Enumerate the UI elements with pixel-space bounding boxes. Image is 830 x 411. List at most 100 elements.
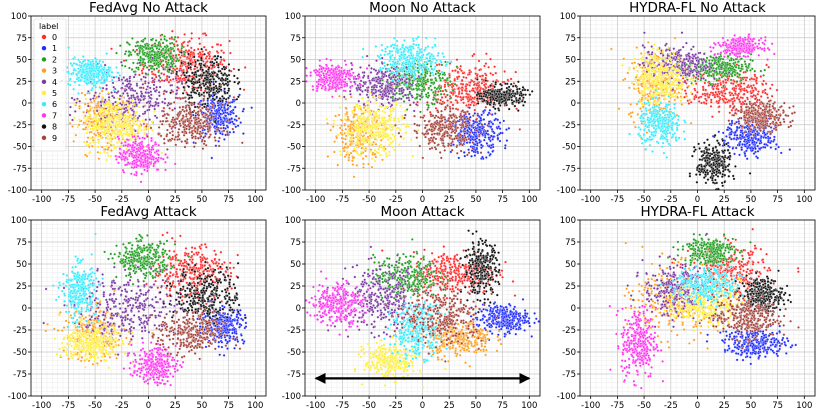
point-9 (181, 105, 185, 109)
point-0 (183, 33, 186, 36)
point-2 (141, 40, 145, 43)
point-5 (346, 151, 350, 155)
point-5 (126, 133, 130, 137)
point-1 (471, 137, 474, 141)
point-7 (142, 149, 146, 152)
point-9 (187, 111, 191, 115)
point-2 (132, 70, 136, 74)
point-8 (218, 82, 221, 86)
point-7 (164, 168, 167, 172)
point-5 (381, 109, 385, 113)
point-2 (418, 79, 422, 83)
point-4 (145, 88, 148, 91)
point-5 (368, 138, 372, 142)
point-3 (326, 155, 330, 158)
point-8 (213, 71, 217, 75)
point-6 (92, 75, 96, 78)
point-4 (394, 97, 397, 101)
point-7 (164, 153, 167, 156)
point-1 (473, 112, 477, 115)
point-0 (472, 103, 476, 107)
point-1 (473, 120, 477, 124)
point-2 (436, 93, 439, 97)
y-tick-label: 100 (11, 12, 27, 22)
point-0 (484, 105, 488, 109)
point-4 (362, 81, 366, 84)
y-tick-label: -75 (13, 164, 27, 174)
point-5 (100, 121, 104, 125)
point-0 (478, 74, 482, 78)
point-5 (113, 135, 116, 139)
point-8 (212, 93, 216, 97)
point-2 (158, 56, 162, 59)
point-4 (99, 100, 103, 104)
point-8 (193, 64, 197, 68)
point-9 (184, 115, 188, 118)
point-4 (111, 81, 115, 85)
point-8 (224, 97, 228, 101)
point-6 (97, 61, 101, 65)
point-4 (155, 97, 159, 101)
point-7 (137, 156, 140, 159)
point-4 (175, 89, 179, 92)
point-4 (375, 59, 378, 63)
point-4 (366, 74, 370, 78)
point-5 (138, 125, 141, 129)
point-0 (460, 89, 464, 92)
point-3 (351, 139, 355, 143)
point-6 (81, 55, 85, 58)
point-2 (173, 44, 176, 48)
point-5 (106, 154, 110, 158)
point-3 (360, 146, 364, 150)
point-7 (132, 148, 136, 152)
point-8 (215, 86, 218, 90)
point-0 (552, 101, 554, 103)
point-6 (80, 75, 84, 79)
point-8 (192, 86, 196, 90)
point-5 (351, 111, 354, 115)
point-6 (78, 60, 82, 64)
point-2 (155, 53, 159, 57)
point-9 (210, 105, 214, 109)
point-5 (143, 128, 147, 131)
point-1 (214, 112, 218, 115)
point-4 (135, 92, 139, 95)
point-4 (138, 61, 141, 65)
point-1 (221, 121, 225, 125)
point-1 (468, 106, 471, 110)
point-0 (460, 78, 464, 82)
point-0 (167, 80, 171, 84)
point-2 (145, 66, 149, 69)
point-5 (141, 119, 145, 122)
point-5 (355, 145, 359, 149)
point-8 (212, 62, 216, 65)
point-4 (149, 103, 152, 107)
point-8 (182, 71, 186, 75)
point-8 (183, 73, 186, 77)
point-7 (118, 147, 122, 150)
point-4 (384, 70, 387, 74)
point-1 (485, 142, 489, 145)
point-0 (483, 64, 486, 68)
point-2 (142, 57, 146, 61)
point-9 (180, 140, 184, 143)
point-1 (470, 154, 473, 158)
point-8 (186, 79, 190, 82)
point-5 (115, 115, 119, 118)
point-9 (170, 137, 174, 141)
point-5 (374, 131, 378, 134)
point-9 (173, 118, 177, 122)
point-6 (78, 83, 81, 87)
point-9 (176, 135, 180, 138)
point-5 (411, 154, 415, 158)
point-2 (441, 73, 445, 76)
point-1 (217, 139, 220, 143)
point-8 (227, 73, 231, 77)
point-5 (86, 111, 90, 115)
point-5 (379, 130, 382, 134)
point-4 (167, 75, 171, 79)
point-4 (387, 74, 391, 77)
point-3 (360, 112, 364, 116)
point-6 (108, 74, 111, 78)
point-2 (416, 87, 420, 91)
